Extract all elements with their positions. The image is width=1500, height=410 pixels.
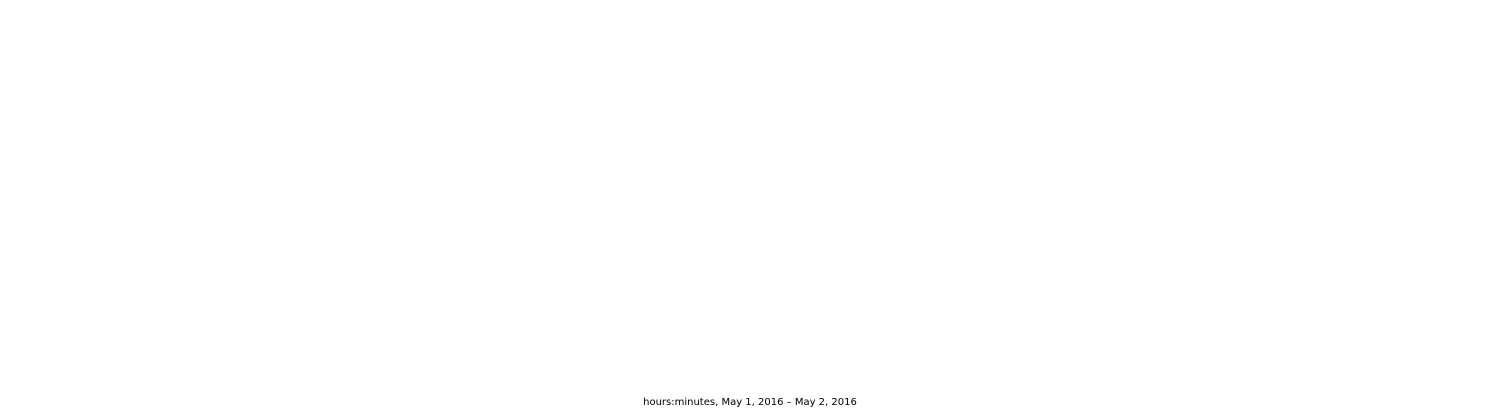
x-axis-title: hours:minutes, May 1, 2016 – May 2, 2016 [643, 397, 857, 408]
